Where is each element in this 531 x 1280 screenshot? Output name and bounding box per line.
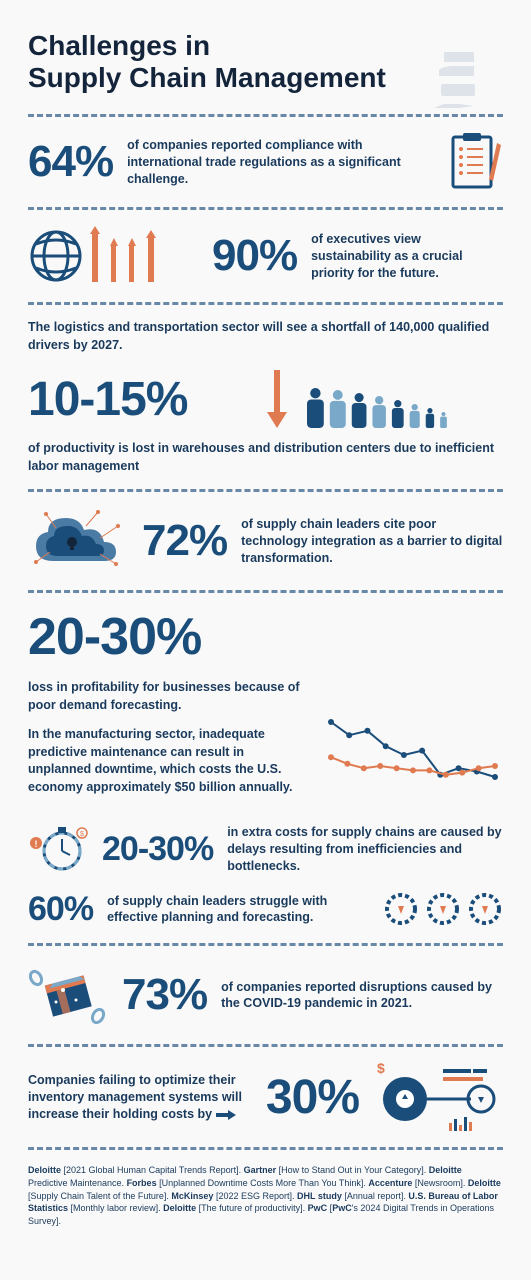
globe-arrows-icon — [28, 224, 198, 288]
desc-profitability: loss in profitability for businesses bec… — [28, 679, 303, 714]
stat-90: 90% — [212, 231, 297, 281]
section-tech: 72% of supply chain leaders cite poor te… — [28, 506, 503, 576]
desc-covid: of companies reported disruptions caused… — [221, 979, 503, 1013]
divider — [28, 302, 503, 305]
desc-maintenance: In the manufacturing sector, inadequate … — [28, 726, 303, 796]
arrow-right-icon — [216, 1110, 236, 1120]
divider — [28, 590, 503, 593]
desc-inventory: Companies failing to optimize their inve… — [28, 1072, 252, 1123]
stat-72: 72% — [142, 516, 227, 566]
cost-dial-icon: $ — [373, 1061, 503, 1133]
svg-text:$: $ — [377, 1061, 385, 1076]
stat-73: 73% — [122, 970, 207, 1020]
stat-64: 64% — [28, 137, 113, 187]
svg-text:$: $ — [80, 831, 84, 838]
stat-20-30-b: 20-30% — [102, 830, 213, 869]
desc-sustainability: of executives view sustainability as a c… — [311, 231, 503, 282]
down-arrow-icon — [265, 370, 289, 428]
sources-text: Deloitte [2021 Global Human Capital Tren… — [28, 1164, 503, 1227]
divider — [28, 943, 503, 946]
desc-tech: of supply chain leaders cite poor techno… — [241, 516, 503, 567]
spinner-icons — [383, 889, 503, 929]
divider — [28, 207, 503, 210]
divider — [28, 489, 503, 492]
stat-10-15: 10-15% — [28, 372, 187, 427]
divider — [28, 114, 503, 117]
section-sustainability: 90% of executives view sustainability as… — [28, 224, 503, 288]
section-forecasting: 20-30% loss in profitability for busines… — [28, 607, 503, 929]
divider — [28, 1044, 503, 1047]
section-inventory: Companies failing to optimize their inve… — [28, 1061, 503, 1133]
desc-productivity: of productivity is lost in warehouses an… — [28, 440, 503, 475]
cloud-lock-icon — [28, 506, 128, 576]
section-labor: The logistics and transportation sector … — [28, 319, 503, 475]
divider — [28, 1147, 503, 1150]
intro-drivers: The logistics and transportation sector … — [28, 319, 503, 354]
stat-20-30: 20-30% — [28, 607, 503, 667]
broken-chain-icon — [28, 960, 108, 1030]
section-compliance: 64% of companies reported compliance wit… — [28, 131, 503, 193]
svg-text:!: ! — [35, 839, 38, 849]
transport-icons — [429, 50, 479, 120]
section-covid: 73% of companies reported disruptions ca… — [28, 960, 503, 1030]
line-chart — [323, 679, 503, 809]
desc-extra-costs: in extra costs for supply chains are cau… — [227, 824, 503, 875]
people-row-icon — [303, 370, 503, 428]
clipboard-icon — [447, 131, 503, 193]
desc-planning: of supply chain leaders struggle with ef… — [107, 893, 369, 927]
stat-60: 60% — [28, 890, 93, 929]
stopwatch-icon: ! $ — [28, 823, 88, 875]
stat-30: 30% — [266, 1070, 359, 1125]
desc-compliance: of companies reported compliance with in… — [127, 137, 433, 188]
